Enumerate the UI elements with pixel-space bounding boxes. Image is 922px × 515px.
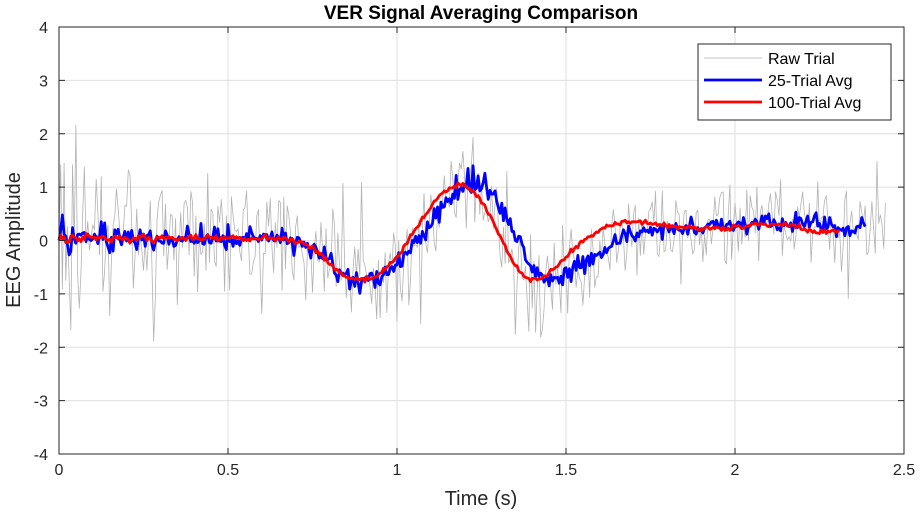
y-tick-label: 3 xyxy=(39,73,48,90)
chart-title: VER Signal Averaging Comparison xyxy=(324,3,638,24)
y-tick-label: -3 xyxy=(34,394,48,411)
legend-box xyxy=(697,43,892,121)
x-tick-label: 1.5 xyxy=(555,462,577,479)
y-axis-label: EEG Amplitude xyxy=(3,172,25,308)
y-tick-label: 4 xyxy=(39,20,48,37)
y-tick-label: 0 xyxy=(39,234,48,251)
y-tick-label: -2 xyxy=(34,340,48,357)
series-line-raw-trial xyxy=(58,124,886,342)
y-tick-label: 1 xyxy=(39,180,48,197)
legend-label-1: 25-Trial Avg xyxy=(768,73,852,90)
legend-label-2: 100-Trial Avg xyxy=(768,95,861,112)
x-tick-label: 2 xyxy=(731,462,740,479)
y-tick-label: 2 xyxy=(39,127,48,144)
x-tick-label: 1 xyxy=(393,462,402,479)
x-tick-label: 0 xyxy=(55,462,64,479)
y-tick-label: -4 xyxy=(34,447,48,464)
x-tick-label: 0.5 xyxy=(217,462,239,479)
x-axis-label: Time (s) xyxy=(445,488,518,510)
series-line-100-trial-avg xyxy=(57,181,841,284)
legend-label-0: Raw Trial xyxy=(768,51,835,68)
series-line-25-trial-avg xyxy=(57,164,867,295)
y-tick-label: -1 xyxy=(34,287,48,304)
x-tick-label: 2.5 xyxy=(893,462,915,479)
legend: Raw Trial 25-Trial Avg 100-Trial Avg xyxy=(697,43,892,121)
